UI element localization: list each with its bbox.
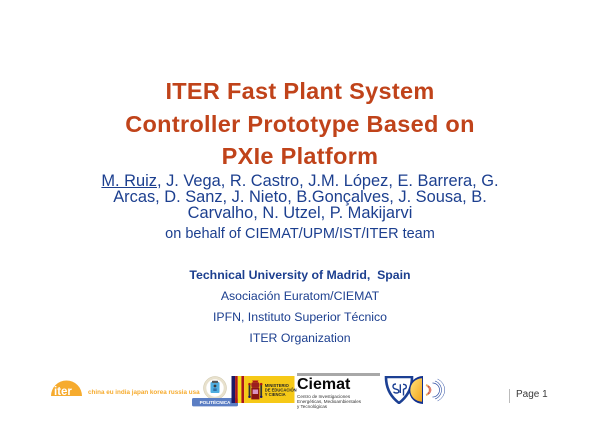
svg-text:china eu india japan korea rus: china eu india japan korea russia usa bbox=[88, 389, 200, 396]
svg-text:iter: iter bbox=[54, 386, 72, 398]
svg-text:POLITÉCNICA: POLITÉCNICA bbox=[200, 398, 231, 405]
svg-text:Y CIENCIA: Y CIENCIA bbox=[265, 392, 286, 397]
